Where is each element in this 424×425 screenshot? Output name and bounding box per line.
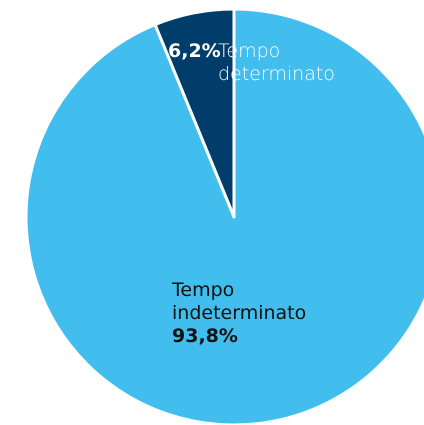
slice-label: Tempo indeterminato — [172, 279, 307, 324]
slice — [24, 7, 424, 425]
value-label: 6,2% — [168, 40, 221, 62]
slice-label: Tempo determinato — [218, 40, 335, 85]
value-label: 93,8% — [172, 325, 238, 347]
